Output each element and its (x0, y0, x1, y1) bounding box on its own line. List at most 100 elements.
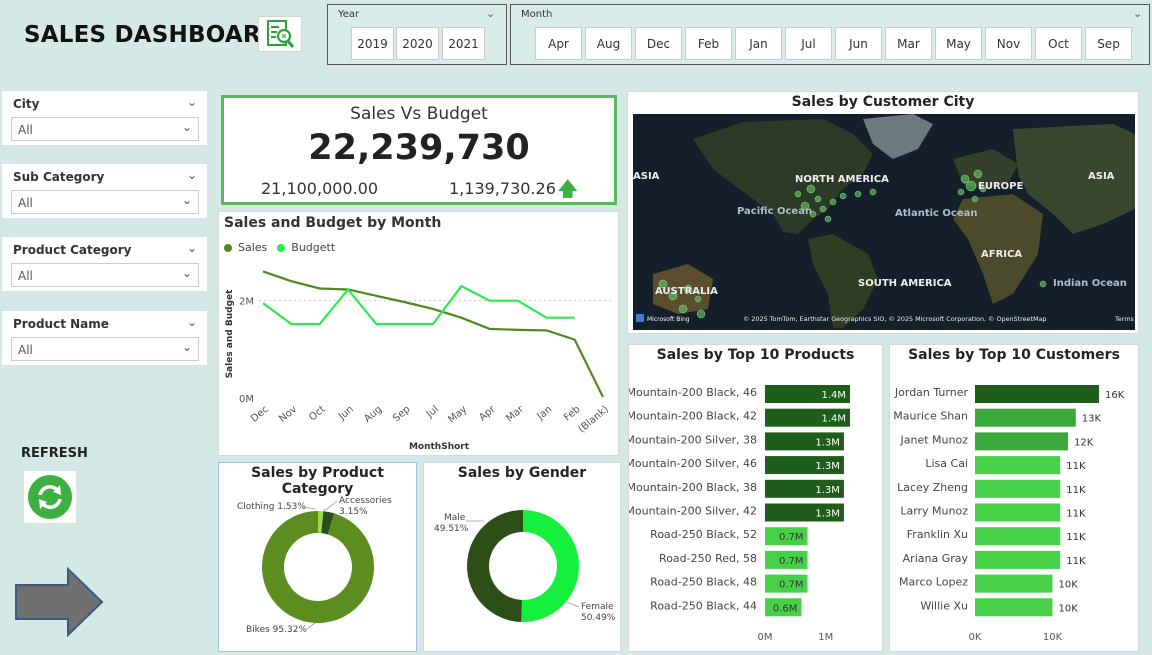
x-tick-label: 0K (969, 632, 982, 643)
product-category-filter[interactable]: Product Category ⌄ All ⌄ (2, 237, 207, 291)
bar[interactable] (975, 432, 1068, 451)
bar[interactable] (765, 574, 808, 593)
bar-data-label: 0.7M (779, 580, 804, 591)
map-label-asia-east: ASIA (1088, 171, 1115, 182)
city-filter[interactable]: City ⌄ All ⌄ (2, 91, 207, 145)
chevron-down-icon[interactable]: ⌄ (186, 168, 197, 182)
world-map[interactable]: NORTH AMERICA SOUTH AMERICA EUROPE AFRIC… (633, 114, 1135, 330)
month-option-mar[interactable]: Mar (885, 27, 932, 60)
month-option-feb[interactable]: Feb (685, 27, 732, 60)
bar[interactable] (765, 503, 844, 522)
next-page-arrow-icon[interactable] (14, 567, 106, 637)
bar[interactable] (975, 456, 1061, 475)
donut-slice[interactable] (521, 510, 579, 622)
bar-data-label: 0.7M (779, 556, 804, 567)
month-option-jan[interactable]: Jan (735, 27, 782, 60)
sub-category-filter[interactable]: Sub Category ⌄ All ⌄ (2, 164, 207, 218)
product-category-dropdown[interactable]: All ⌄ (11, 263, 199, 287)
line-chart-legend: Sales Budgett (224, 241, 335, 254)
legend-sales-label: Sales (238, 241, 268, 254)
year-option-2021[interactable]: 2021 (442, 27, 485, 60)
bar-data-label: 11K (1066, 532, 1086, 543)
top-products-card: Sales by Top 10 Products Mountain-200 Bl… (628, 344, 883, 652)
month-option-sep[interactable]: Sep (1085, 27, 1132, 60)
bar-category-label: Road-250 Red, 58 (659, 552, 757, 565)
bar[interactable] (975, 503, 1061, 522)
legend-budget-label: Budgett (291, 241, 336, 254)
sub-category-dropdown[interactable]: All ⌄ (11, 190, 199, 214)
bar[interactable] (765, 479, 844, 498)
chevron-down-icon[interactable]: ⌄ (186, 95, 197, 109)
x-tick-label: 0M (758, 632, 773, 643)
series-line-budgett[interactable] (262, 284, 575, 326)
bar-data-label: 1.3M (815, 461, 840, 472)
product-name-filter-label: Product Name (13, 317, 109, 331)
map-terms-link[interactable]: Terms (1114, 315, 1134, 323)
bar[interactable] (975, 527, 1061, 546)
month-option-dec[interactable]: Dec (635, 27, 682, 60)
chevron-down-icon[interactable]: ⌄ (186, 241, 197, 255)
x-tick-label: Mar (504, 403, 526, 424)
sub-category-filter-label: Sub Category (13, 170, 105, 184)
month-option-apr[interactable]: Apr (535, 27, 582, 60)
chevron-down-icon[interactable]: ⌄ (181, 266, 192, 280)
donut-label: Male (444, 513, 466, 523)
bar[interactable] (975, 550, 1061, 569)
chevron-down-icon[interactable]: ⌄ (181, 120, 192, 134)
month-option-jul[interactable]: Jul (785, 27, 832, 60)
top-customers-title: Sales by Top 10 Customers (908, 347, 1120, 363)
bar-category-label: Mountain-200 Black, 38 (629, 481, 757, 494)
bar[interactable] (765, 385, 850, 403)
y-tick-label: 0M (239, 394, 254, 405)
refresh-button[interactable] (24, 471, 76, 523)
bar-data-label: 11K (1066, 461, 1086, 472)
chevron-down-icon[interactable]: ⌄ (486, 7, 496, 20)
donut-slice[interactable] (321, 511, 335, 535)
chevron-down-icon[interactable]: ⌄ (181, 193, 192, 207)
bar[interactable] (765, 527, 808, 546)
year-option-2020[interactable]: 2020 (396, 27, 439, 60)
chevron-down-icon[interactable]: ⌄ (1133, 7, 1143, 20)
legend-budget-marker (277, 243, 286, 252)
bar[interactable] (975, 598, 1053, 617)
bar[interactable] (765, 598, 802, 617)
refresh-icon (28, 475, 72, 519)
month-option-nov[interactable]: Nov (985, 27, 1032, 60)
x-tick-label: Jul (424, 404, 441, 421)
bar[interactable] (975, 385, 1099, 403)
arrow-up-icon: 🡅 (558, 178, 578, 200)
donut-label: 50.49% (581, 613, 616, 623)
report-search-icon[interactable] (258, 16, 302, 52)
month-option-aug[interactable]: Aug (585, 27, 632, 60)
city-dropdown[interactable]: All ⌄ (11, 117, 199, 141)
bar-category-label: Janet Munoz (900, 433, 969, 446)
month-option-jun[interactable]: Jun (835, 27, 882, 60)
month-option-oct[interactable]: Oct (1035, 27, 1082, 60)
donut-slice[interactable] (466, 510, 523, 622)
map-label-asia-west: ASIA (633, 171, 660, 182)
donut-slice[interactable] (318, 511, 324, 534)
series-line-sales[interactable] (262, 270, 604, 398)
bar[interactable] (975, 479, 1061, 498)
bar[interactable] (975, 574, 1053, 593)
x-tick-label: (Blank) (577, 404, 611, 435)
bar-category-label: Ariana Gray (903, 552, 969, 565)
bar[interactable] (765, 408, 850, 427)
month-option-may[interactable]: May (935, 27, 982, 60)
bar-category-label: Mountain-200 Silver, 42 (629, 505, 757, 518)
map-attribution[interactable]: © 2025 TomTom, Earthstar Geographics SIO… (743, 315, 1046, 323)
city-bubbles[interactable] (658, 169, 1047, 319)
donut-slice[interactable] (262, 511, 374, 623)
bar-data-label: 11K (1066, 485, 1086, 496)
chevron-down-icon[interactable]: ⌄ (181, 340, 192, 354)
bar[interactable] (765, 432, 844, 451)
bar[interactable] (765, 550, 808, 569)
bar[interactable] (975, 408, 1076, 427)
chevron-down-icon[interactable]: ⌄ (186, 315, 197, 329)
year-option-2019[interactable]: 2019 (351, 27, 394, 60)
bar[interactable] (765, 456, 844, 475)
map-title: Sales by Customer City (791, 94, 975, 110)
product-name-dropdown[interactable]: All ⌄ (11, 337, 199, 361)
x-tick-label: Dec (249, 404, 271, 425)
product-name-filter[interactable]: Product Name ⌄ All ⌄ (2, 311, 207, 365)
